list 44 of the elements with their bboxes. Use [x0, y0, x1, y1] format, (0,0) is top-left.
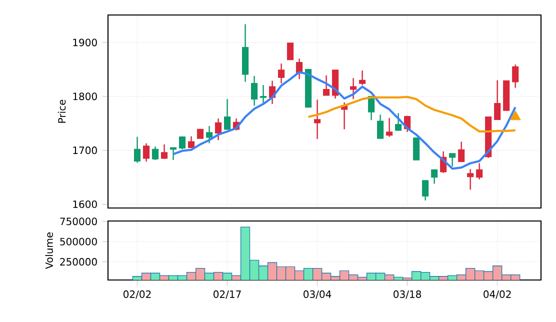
candlestick [413, 138, 420, 160]
y-tick-label: 750000 [60, 218, 97, 226]
x-tick-label: 03/04 [304, 290, 332, 299]
candlestick [449, 152, 456, 168]
y-tick-label: 500000 [60, 238, 97, 246]
candlestick [142, 142, 150, 162]
x-tick-label: 02/02 [124, 290, 151, 299]
candlestick [170, 147, 177, 161]
candlestick [395, 112, 402, 131]
y-tick-label: 1700 [73, 146, 97, 154]
candlestick [224, 98, 231, 130]
candlestick [476, 162, 483, 180]
candlestick [178, 136, 186, 150]
y-axis-title: Volume [45, 232, 53, 270]
candlestick [215, 118, 222, 141]
candlestick [512, 64, 519, 88]
candlestick [467, 168, 474, 190]
y-tick-label: 1800 [73, 92, 97, 100]
candlestick [323, 74, 330, 96]
candlestick [386, 117, 393, 138]
candlestick [206, 125, 213, 144]
candlestick [458, 141, 465, 163]
candlestick [350, 77, 357, 100]
candlestick [314, 99, 321, 140]
x-tick-label: 02/17 [214, 290, 241, 299]
candlestick [422, 180, 429, 202]
x-tick-label: 03/18 [394, 290, 422, 299]
y-tick-label: 1900 [73, 38, 97, 46]
x-tick-label: 04/02 [484, 290, 511, 299]
candlestick [196, 128, 204, 139]
y-tick-label: 1600 [73, 200, 97, 208]
y-axis-title: Price [58, 100, 66, 123]
candlestick [431, 169, 438, 184]
y-tick-label: 250000 [60, 258, 97, 266]
candlestick [278, 62, 285, 84]
candlestick [152, 146, 159, 161]
candlestick [494, 80, 501, 120]
candlestick [377, 114, 384, 140]
candlestick [251, 75, 258, 106]
candlestick [134, 136, 141, 164]
candlestick [287, 42, 294, 60]
candlestick [359, 70, 366, 86]
candlestick [160, 144, 168, 160]
candlestick [260, 84, 267, 104]
